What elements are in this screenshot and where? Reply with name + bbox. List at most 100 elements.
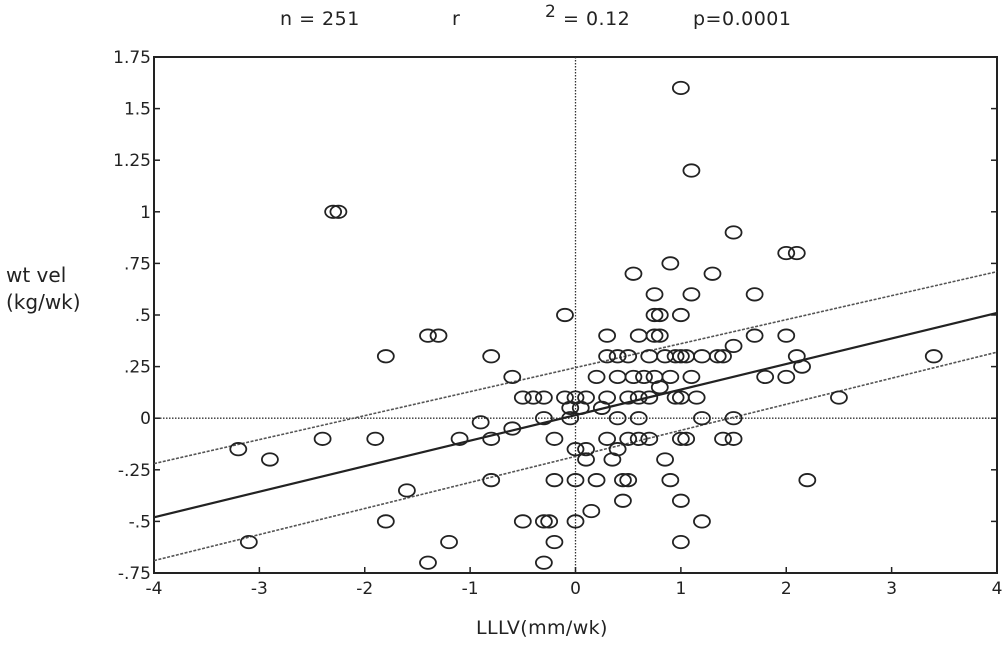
y-tick-label: 1 bbox=[140, 203, 151, 223]
data-point bbox=[329, 204, 348, 219]
data-point bbox=[724, 411, 743, 426]
data-point bbox=[682, 163, 701, 178]
data-point bbox=[614, 473, 632, 488]
y-tick-label: 1.75 bbox=[113, 48, 151, 68]
data-point bbox=[534, 555, 553, 570]
data-point bbox=[577, 390, 595, 405]
data-point bbox=[635, 369, 653, 385]
data-point bbox=[566, 442, 585, 457]
y-tick-label: .5 bbox=[135, 306, 151, 326]
data-point bbox=[450, 431, 469, 446]
data-point bbox=[671, 534, 690, 550]
data-point bbox=[598, 349, 617, 364]
data-point bbox=[671, 431, 690, 446]
data-point bbox=[513, 514, 532, 529]
data-point bbox=[629, 390, 648, 405]
r2-superscript: 2 bbox=[545, 2, 557, 22]
data-point bbox=[429, 328, 448, 343]
x-tick-label: -3 bbox=[251, 579, 268, 599]
y-axis-label: wt vel (kg/wk) bbox=[6, 262, 81, 316]
data-point bbox=[534, 390, 553, 405]
data-point bbox=[703, 266, 722, 281]
confidence-band-upper bbox=[153, 270, 998, 465]
data-point bbox=[376, 514, 395, 529]
stats-header: n = 251 r 2 = 0.12 p=0.0001 bbox=[0, 2, 1006, 38]
data-point bbox=[924, 349, 943, 364]
data-point bbox=[619, 390, 638, 405]
data-point bbox=[666, 390, 685, 405]
data-point bbox=[545, 534, 564, 550]
data-point bbox=[608, 411, 627, 426]
data-point bbox=[482, 349, 501, 364]
data-point bbox=[598, 328, 617, 343]
data-point bbox=[666, 349, 685, 364]
x-axis-label: LLLV(mm/wk) bbox=[476, 617, 608, 639]
data-point bbox=[777, 245, 796, 261]
data-point bbox=[598, 431, 617, 446]
n-value: n = 251 bbox=[280, 8, 360, 30]
y-axis-label-line1: wt vel bbox=[6, 263, 67, 287]
data-point bbox=[376, 349, 395, 364]
data-point bbox=[587, 473, 606, 488]
data-point bbox=[524, 390, 543, 405]
p-value: p=0.0001 bbox=[693, 8, 792, 30]
data-point bbox=[645, 328, 664, 343]
confidence-band-lower bbox=[153, 351, 998, 562]
data-point bbox=[645, 307, 664, 323]
data-point bbox=[624, 369, 643, 385]
data-point bbox=[534, 514, 553, 529]
data-point bbox=[545, 431, 564, 446]
data-point bbox=[656, 452, 674, 467]
data-point bbox=[677, 431, 696, 446]
data-point bbox=[419, 555, 437, 570]
data-point bbox=[671, 80, 690, 96]
data-point bbox=[614, 493, 632, 508]
data-point bbox=[777, 369, 796, 385]
data-point bbox=[714, 431, 732, 446]
data-point bbox=[566, 514, 585, 529]
data-point bbox=[419, 328, 437, 343]
data-point bbox=[682, 287, 701, 302]
y-tick-label: .75 bbox=[124, 254, 151, 274]
data-point bbox=[556, 307, 574, 323]
data-point bbox=[471, 415, 490, 430]
x-tick-label: 3 bbox=[886, 579, 897, 599]
data-point bbox=[745, 287, 764, 302]
data-point bbox=[671, 349, 690, 364]
data-point bbox=[482, 431, 501, 446]
x-tick-label: 0 bbox=[570, 579, 581, 599]
data-point bbox=[608, 349, 627, 364]
data-point bbox=[619, 431, 638, 446]
data-point bbox=[671, 493, 690, 508]
r2-value: = 0.12 bbox=[563, 8, 631, 30]
data-point bbox=[650, 380, 669, 395]
data-point bbox=[239, 534, 258, 550]
x-tick-label: -2 bbox=[356, 579, 373, 599]
data-point bbox=[724, 338, 743, 354]
x-tick-label: 2 bbox=[781, 579, 792, 599]
data-point bbox=[671, 307, 690, 323]
data-point bbox=[545, 473, 564, 488]
data-point bbox=[561, 411, 580, 426]
x-tick-label: 1 bbox=[675, 579, 686, 599]
data-point bbox=[693, 514, 711, 529]
y-tick-label: 0 bbox=[140, 409, 151, 429]
data-point bbox=[777, 328, 796, 343]
y-axis-label-line2: (kg/wk) bbox=[6, 290, 81, 314]
data-point bbox=[724, 431, 743, 446]
data-point bbox=[756, 369, 775, 385]
y-tick-label: 1.25 bbox=[113, 151, 151, 171]
data-point bbox=[624, 266, 643, 281]
data-point bbox=[640, 390, 659, 405]
data-point bbox=[745, 328, 764, 343]
data-point bbox=[577, 442, 595, 457]
data-point bbox=[629, 431, 648, 446]
data-point bbox=[693, 411, 711, 426]
x-tick-label: 4 bbox=[992, 579, 1003, 599]
data-point bbox=[640, 349, 659, 364]
data-point bbox=[598, 390, 617, 405]
data-point bbox=[397, 483, 416, 498]
data-point bbox=[534, 411, 553, 426]
data-point bbox=[619, 349, 638, 364]
y-tick-label: -.25 bbox=[118, 461, 151, 481]
